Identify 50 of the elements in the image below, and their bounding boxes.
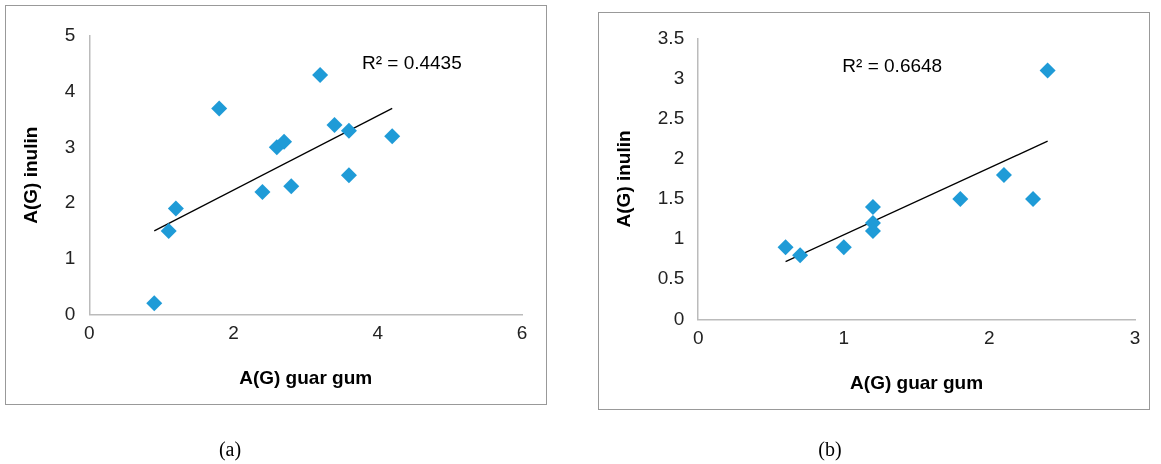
point [952,190,969,207]
point [276,133,293,150]
point [167,200,184,217]
x-tick-label: 2 [228,322,239,344]
point [1025,190,1042,207]
point [160,222,177,239]
point [777,239,794,256]
x-tick-label: 0 [84,322,95,344]
x-tick-label: 2 [984,327,995,349]
point [146,295,163,312]
y-tick-label: 3 [673,66,685,88]
x-axis-title: A(G) guar gum [239,366,373,388]
y-tick-label: 0 [673,307,685,329]
y-tick-label: 3 [64,135,76,157]
point [340,167,357,184]
y-tick-label: 1.5 [657,187,685,209]
point [254,183,271,200]
y-tick-label: 0 [64,302,76,324]
point [312,66,329,83]
y-tick-label: 1 [64,246,76,268]
x-tick-label: 3 [1129,327,1141,349]
point [1039,62,1056,79]
x-tick-label: 6 [516,322,528,344]
y-axis-title: A(G) inulin [19,126,41,224]
point [283,178,300,195]
point [835,239,852,256]
y-axis-title: A(G) inulin [612,130,634,228]
y-tick-label: 5 [64,24,76,46]
point [995,166,1012,183]
y-tick-label: 2.5 [657,106,685,128]
y-tick-label: 2 [673,147,685,169]
point [211,100,228,117]
y-tick-label: 2 [64,191,76,213]
y-tick-label: 4 [64,79,76,101]
point [792,247,809,264]
x-axis-title: A(G) guar gum [850,371,984,393]
y-tick-label: 3.5 [657,26,685,48]
point [340,122,357,139]
y-tick-label: 0.5 [657,267,685,289]
text: (b) [817,438,843,461]
x-tick-label: 4 [372,322,384,344]
point [384,128,401,145]
y-tick-label: 1 [673,227,685,249]
annotation: R² = 0.4435 [361,52,462,74]
text: (a) [217,438,243,461]
annotation: R² = 0.6648 [842,54,943,76]
x-tick-label: 0 [692,327,704,349]
point [326,117,343,134]
x-tick-label: 1 [838,327,850,349]
point [864,199,881,215]
